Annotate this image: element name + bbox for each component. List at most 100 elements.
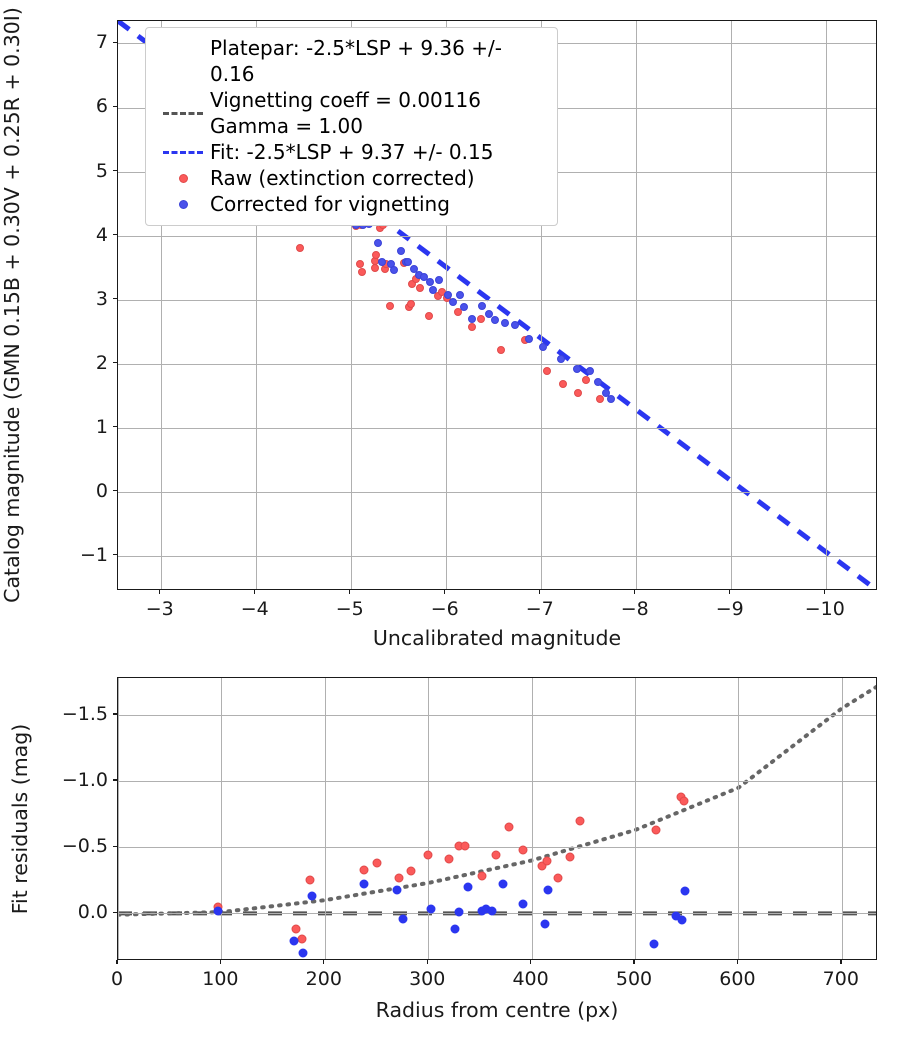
x-tick-mark — [824, 590, 826, 594]
data-point-raw — [454, 308, 463, 317]
x-tick-mark — [444, 590, 446, 594]
data-point-raw — [476, 314, 485, 323]
y-tick-label: −0.5 — [61, 835, 108, 858]
x-tick-label: 700 — [822, 968, 859, 990]
data-point-corrected — [392, 885, 402, 895]
gridline-horizontal — [118, 235, 876, 237]
x-tick-label: −8 — [620, 598, 649, 620]
blue-dashed-line-icon — [163, 150, 203, 154]
y-tick-label: 0 — [95, 479, 108, 502]
gridline-vertical — [118, 678, 119, 959]
x-tick-label: −6 — [430, 598, 459, 620]
x-tick-mark — [840, 960, 842, 964]
data-point-corrected — [397, 246, 406, 255]
gridline-vertical — [841, 678, 843, 959]
data-point-raw — [553, 873, 562, 883]
residuals-plot-area — [118, 678, 876, 959]
data-point-corrected — [649, 939, 659, 949]
y-tick-mark — [113, 845, 117, 847]
gridline-horizontal — [118, 715, 876, 716]
legend-entry: Fit: -2.5*LSP + 9.37 +/- 0.15 — [156, 139, 547, 165]
gridline-horizontal — [118, 491, 876, 493]
y-tick-label: 7 — [95, 31, 108, 54]
y-tick-label: 2 — [95, 351, 108, 374]
data-point-corrected — [500, 319, 509, 328]
y-tick-mark — [113, 41, 117, 44]
data-point-corrected — [484, 309, 493, 318]
data-point-corrected — [538, 343, 547, 351]
data-point-raw — [416, 284, 425, 293]
data-point-corrected — [454, 907, 464, 917]
data-point-raw — [372, 858, 381, 868]
legend-entry: Vignetting coeff = 0.00116 Gamma = 1.00 — [156, 87, 547, 139]
x-tick-mark — [529, 960, 532, 964]
data-point-raw — [358, 268, 367, 277]
gridline-horizontal — [118, 363, 876, 365]
data-point-corrected — [593, 377, 602, 386]
data-point-raw — [518, 845, 528, 855]
y-tick-label: −1 — [79, 543, 108, 566]
gridline-horizontal — [118, 427, 876, 429]
legend-entry: Corrected for vignetting — [156, 191, 547, 217]
legend-label: Platepar: -2.5*LSP + 9.36 +/- 0.16 — [210, 36, 502, 86]
data-point-corrected — [409, 264, 418, 273]
data-point-corrected — [389, 266, 398, 275]
data-point-corrected — [426, 904, 436, 914]
red-marker-icon — [178, 173, 188, 183]
data-point-raw — [542, 856, 552, 865]
data-point-corrected — [463, 882, 472, 892]
x-tick-mark — [159, 590, 161, 594]
legend-label: Fit: -2.5*LSP + 9.37 +/- 0.15 — [210, 140, 494, 164]
data-point-raw — [504, 822, 514, 832]
data-point-corrected — [374, 239, 383, 248]
x-tick-label: −10 — [804, 598, 845, 620]
y-tick-mark — [113, 779, 117, 781]
legend: Platepar: -2.5*LSP + 9.36 +/- 0.16 Vignet… — [145, 27, 558, 226]
data-point-corrected — [435, 276, 444, 285]
x-tick-mark — [633, 960, 635, 964]
data-point-corrected — [449, 298, 458, 307]
data-point-corrected — [468, 314, 477, 323]
residuals-plot-svg — [118, 684, 876, 917]
gridline-vertical — [428, 678, 430, 959]
data-point-corrected — [607, 394, 616, 403]
gridline-vertical — [635, 21, 637, 589]
legend-entry: Platepar: -2.5*LSP + 9.36 +/- 0.16 — [156, 35, 547, 87]
data-point-raw — [444, 854, 454, 864]
x-tick-mark — [729, 590, 731, 594]
data-point-corrected — [213, 906, 223, 916]
data-point-raw — [424, 312, 433, 321]
y-tick-mark — [113, 713, 117, 715]
x-tick-mark — [254, 590, 256, 594]
data-point-raw — [460, 841, 470, 851]
gridline-horizontal — [118, 555, 876, 557]
data-point-corrected — [487, 906, 497, 916]
gridline-horizontal — [118, 847, 876, 849]
data-point-raw — [565, 852, 575, 861]
data-point-corrected — [602, 388, 611, 397]
data-point-corrected — [425, 277, 434, 286]
gridline-vertical — [635, 678, 636, 959]
x-tick-label: 600 — [719, 968, 756, 990]
data-point-raw — [491, 850, 501, 860]
data-point-raw — [582, 376, 591, 385]
vignetting-model-curve — [118, 684, 876, 917]
data-point-raw — [679, 796, 689, 806]
data-point-raw — [372, 250, 381, 259]
data-point-raw — [406, 866, 416, 876]
data-point-raw — [305, 875, 315, 885]
x-tick-mark — [426, 960, 428, 964]
data-point-raw — [359, 865, 369, 875]
x-tick-label: 300 — [409, 968, 446, 990]
gridline-vertical — [730, 21, 732, 589]
residuals-plot-axes — [117, 677, 877, 960]
data-point-corrected — [443, 290, 452, 299]
data-point-raw — [295, 244, 304, 253]
data-point-corrected — [359, 879, 369, 889]
data-point-corrected — [419, 272, 428, 281]
data-point-corrected — [298, 948, 308, 958]
data-point-corrected — [398, 914, 408, 924]
data-point-corrected — [459, 303, 468, 312]
x-axis-title: Radius from centre (px) — [375, 998, 619, 1022]
